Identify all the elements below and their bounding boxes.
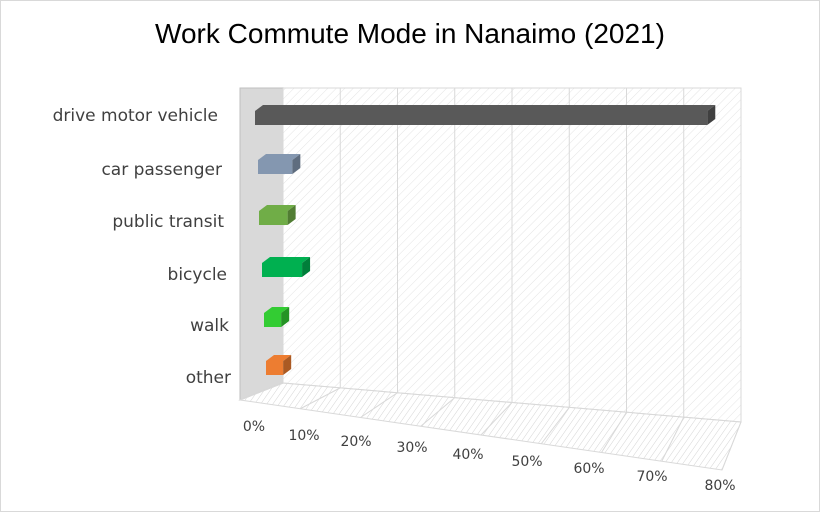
floor-gridline-4: [480, 402, 513, 436]
floor-gridline-1: [300, 387, 341, 410]
bars: [255, 105, 716, 375]
category-label-car-passenger: car passenger: [101, 160, 222, 180]
bar-top-bicycle: [262, 257, 311, 263]
bar-public-transit: [259, 205, 296, 225]
bar-end-bicycle: [302, 257, 311, 277]
floor-gridline-7: [661, 416, 685, 462]
bar-top-car-passenger: [258, 154, 301, 160]
bar-drive-motor-vehicle: [255, 105, 716, 125]
tick-label-4: 40%: [452, 447, 483, 463]
bar-other: [266, 355, 292, 375]
bar-front-drive-motor-vehicle: [255, 111, 708, 125]
bar-top-public-transit: [259, 205, 296, 211]
floor-gridline-5: [540, 407, 570, 445]
chart-title: Work Commute Mode in Nanaimo (2021): [155, 18, 665, 49]
tick-labels: 0% 10% 20% 30% 40% 50% 60% 70% 80%: [243, 419, 736, 494]
floor-gridline-3: [420, 397, 456, 427]
bar-front-walk: [264, 313, 282, 327]
bar-end-other: [283, 355, 292, 375]
bar-top-walk: [264, 307, 290, 313]
bar-end-drive-motor-vehicle: [707, 105, 716, 125]
tick-label-8: 80%: [704, 478, 735, 494]
category-label-drive-motor-vehicle: drive motor vehicle: [53, 106, 218, 126]
tick-label-2: 20%: [340, 434, 371, 450]
floor-gridline-6: [601, 411, 627, 453]
bar-bicycle: [262, 257, 311, 277]
category-label-other: other: [186, 368, 231, 388]
tick-label-3: 30%: [396, 440, 427, 456]
category-label-bicycle: bicycle: [168, 265, 227, 285]
bar-top-drive-motor-vehicle: [255, 105, 716, 111]
floor-gridline-0: [239, 382, 284, 401]
bar-end-public-transit: [287, 205, 296, 225]
bar-top-other: [266, 355, 292, 361]
tick-label-5: 50%: [511, 454, 542, 470]
tick-label-0: 0%: [243, 419, 265, 435]
bar-walk: [264, 307, 290, 327]
bar-front-car-passenger: [258, 160, 293, 174]
bar-front-other: [266, 361, 284, 375]
floor-gridline-2: [360, 392, 398, 418]
tick-label-7: 70%: [636, 469, 667, 485]
bar-front-public-transit: [259, 211, 288, 225]
floor-gridline-8: [721, 421, 742, 471]
bar-car-passenger: [258, 154, 301, 174]
category-label-walk: walk: [190, 316, 229, 336]
category-labels: drive motor vehicle car passenger public t…: [53, 106, 231, 388]
gridlines: [239, 88, 742, 471]
tick-label-6: 60%: [573, 461, 604, 477]
bar-end-car-passenger: [292, 154, 301, 174]
tick-label-1: 10%: [288, 428, 319, 444]
side-wall: [239, 87, 284, 401]
category-label-public-transit: public transit: [112, 212, 224, 232]
bar-front-bicycle: [262, 263, 303, 277]
bar-end-walk: [281, 307, 290, 327]
